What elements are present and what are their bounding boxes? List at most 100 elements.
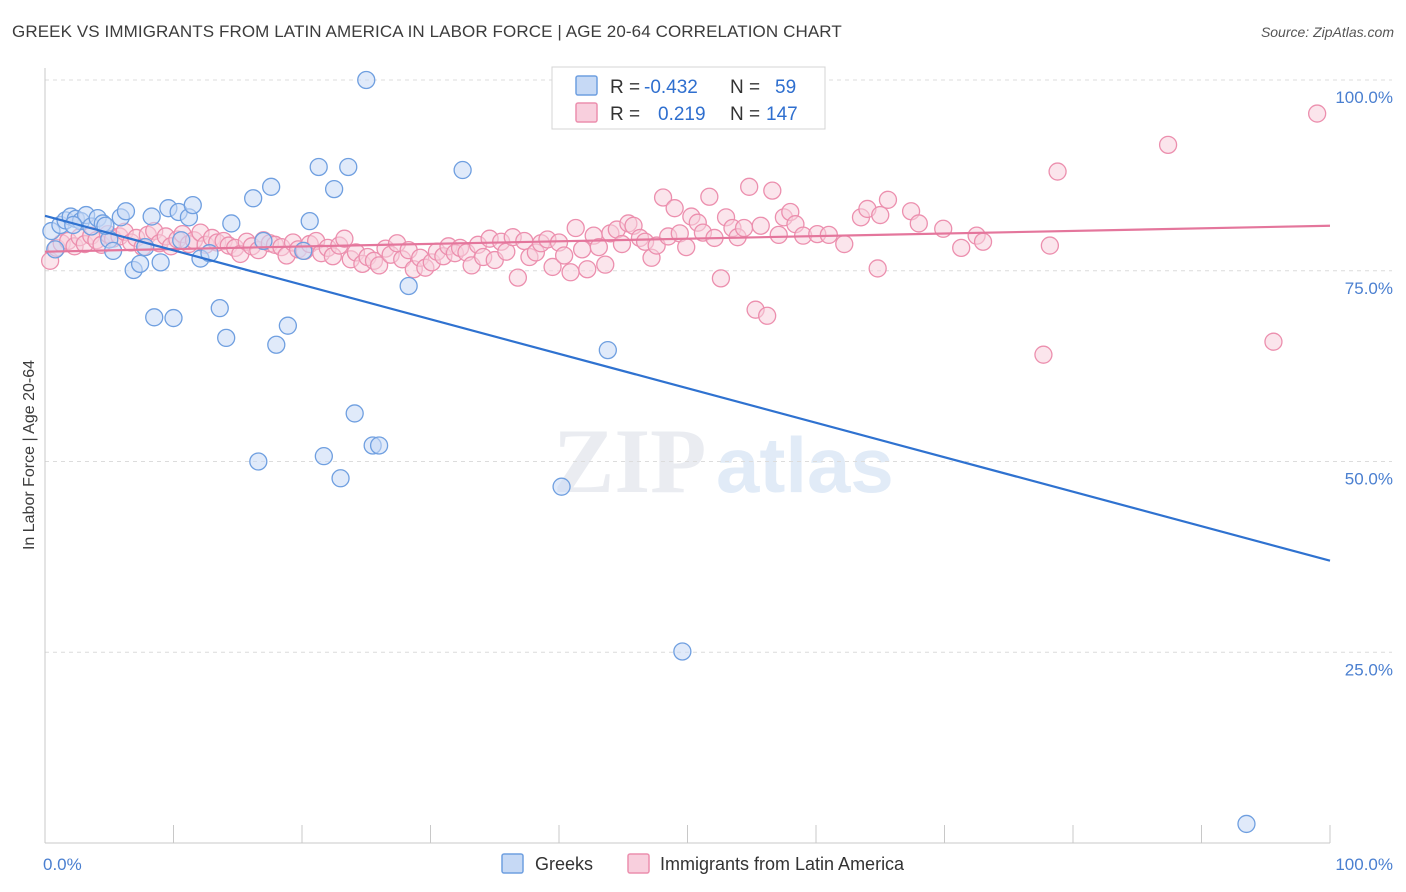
legend-n-value-latin: 147 (766, 104, 798, 125)
greek-trend-line (44, 214, 1331, 562)
latin-point-121 (740, 177, 759, 196)
greek-point-14 (116, 202, 136, 221)
y-tick-label-2: 50.0% (1345, 470, 1393, 489)
chart-title: GREEK VS IMMIGRANTS FROM LATIN AMERICA I… (12, 22, 842, 41)
latin-point-95 (589, 237, 608, 257)
watermark-atlas: atlas (716, 421, 894, 509)
x-tick-labels: 0.0% 100.0% (43, 855, 1393, 874)
legend-r-label-latin: R = (610, 104, 640, 125)
greek-point-58 (172, 231, 191, 250)
latin-point-136 (871, 205, 890, 225)
greek-point-35 (267, 335, 286, 354)
latin-point-99 (612, 234, 632, 254)
latin-point-148 (1264, 332, 1283, 351)
latin-point-93 (578, 260, 597, 279)
bottom-legend-label-latin: Immigrants from Latin America (660, 854, 905, 874)
latin-point-149 (1308, 104, 1327, 123)
axes (44, 68, 1331, 844)
latin-point-126 (769, 225, 788, 245)
greek-point-40 (314, 447, 333, 466)
greek-point-19 (145, 308, 164, 327)
greek-point-45 (357, 70, 376, 90)
greek-point-51 (598, 340, 617, 360)
source-credit: Source: ZipAtlas.com (1260, 24, 1394, 40)
greek-point-39 (309, 157, 328, 177)
greek-point-55 (1237, 814, 1256, 834)
latin-point-120 (734, 218, 754, 238)
legend-n-label-greeks: N = (730, 77, 760, 98)
latin-point-89 (554, 246, 574, 265)
latin-point-141 (952, 238, 971, 258)
greek-point-38 (300, 212, 319, 231)
greek-point-42 (331, 469, 350, 488)
latin-point-116 (711, 269, 731, 288)
latin-point-124 (758, 306, 777, 325)
latin-trend-line (44, 224, 1331, 253)
legend-swatch-latin (575, 102, 598, 123)
latin-point-145 (1040, 236, 1060, 255)
greek-point-30 (222, 214, 241, 233)
bottom-legend-label-greeks: Greeks (535, 854, 593, 874)
greek-point-37 (294, 241, 313, 261)
greek-point-49 (453, 160, 472, 180)
greek-point-41 (324, 179, 344, 199)
latin-point-87 (543, 257, 562, 277)
bottom-legend-swatch-greeks (501, 853, 524, 874)
legend-r-value-latin: 0.219 (658, 104, 706, 125)
y-tick-label-1: 75.0% (1345, 279, 1393, 298)
latin-america-points (40, 104, 1327, 364)
greek-point-31 (244, 189, 263, 208)
greek-point-18 (142, 207, 161, 226)
latin-point-133 (835, 234, 854, 254)
latin-point-137 (878, 190, 898, 209)
greek-point-29 (217, 328, 236, 348)
legend-n-value-greeks: 59 (775, 77, 796, 98)
greek-point-48 (399, 276, 418, 296)
latin-point-143 (973, 232, 993, 251)
latin-point-146 (1048, 162, 1067, 181)
latin-point-106 (653, 188, 673, 207)
x-tick-label-0: 0.0% (43, 855, 82, 874)
y-axis-title: In Labor Force | Age 20-64 (21, 360, 38, 550)
bottom-legend-swatch-latin (627, 853, 650, 874)
legend-swatch-greeks (575, 75, 598, 96)
greek-point-34 (262, 177, 281, 196)
latin-point-139 (909, 214, 928, 233)
greek-point-25 (183, 195, 202, 215)
x-tick-label-1: 100.0% (1335, 855, 1393, 874)
latin-point-125 (763, 181, 782, 200)
latin-point-90 (561, 263, 580, 282)
latin-point-144 (1034, 345, 1053, 364)
legend-n-label-latin: N = (730, 104, 760, 125)
greek-point-47 (369, 436, 389, 455)
greek-point-44 (345, 404, 364, 423)
latin-point-147 (1158, 135, 1178, 155)
greek-point-43 (339, 157, 358, 177)
greek-point-28 (210, 298, 229, 318)
greek-point-1 (46, 240, 65, 259)
latin-point-108 (665, 199, 684, 218)
greek-point-36 (278, 316, 298, 335)
greek-point-33 (254, 231, 273, 251)
latin-point-123 (751, 216, 770, 235)
trend-lines (44, 214, 1331, 562)
greek-point-22 (164, 308, 183, 328)
latin-point-114 (700, 187, 719, 206)
greek-point-52 (673, 642, 692, 661)
legend-r-label-greeks: R = (610, 77, 640, 98)
latin-point-150 (868, 259, 887, 278)
greek-point-50 (552, 477, 571, 496)
legend-r-value-greeks: -0.432 (644, 77, 698, 98)
y-tick-label-3: 25.0% (1345, 660, 1393, 679)
y-tick-label-0: 100.0% (1335, 88, 1393, 107)
greek-point-20 (151, 253, 170, 272)
latin-point-110 (677, 237, 696, 257)
latin-point-57 (369, 256, 389, 275)
latin-point-96 (596, 255, 615, 274)
greek-point-16 (130, 254, 150, 274)
series-legend: Greeks Immigrants from Latin America (501, 853, 905, 874)
gridlines (45, 79, 1392, 653)
watermark: ZIP atlas (553, 410, 894, 512)
greek-point-32 (249, 452, 268, 471)
